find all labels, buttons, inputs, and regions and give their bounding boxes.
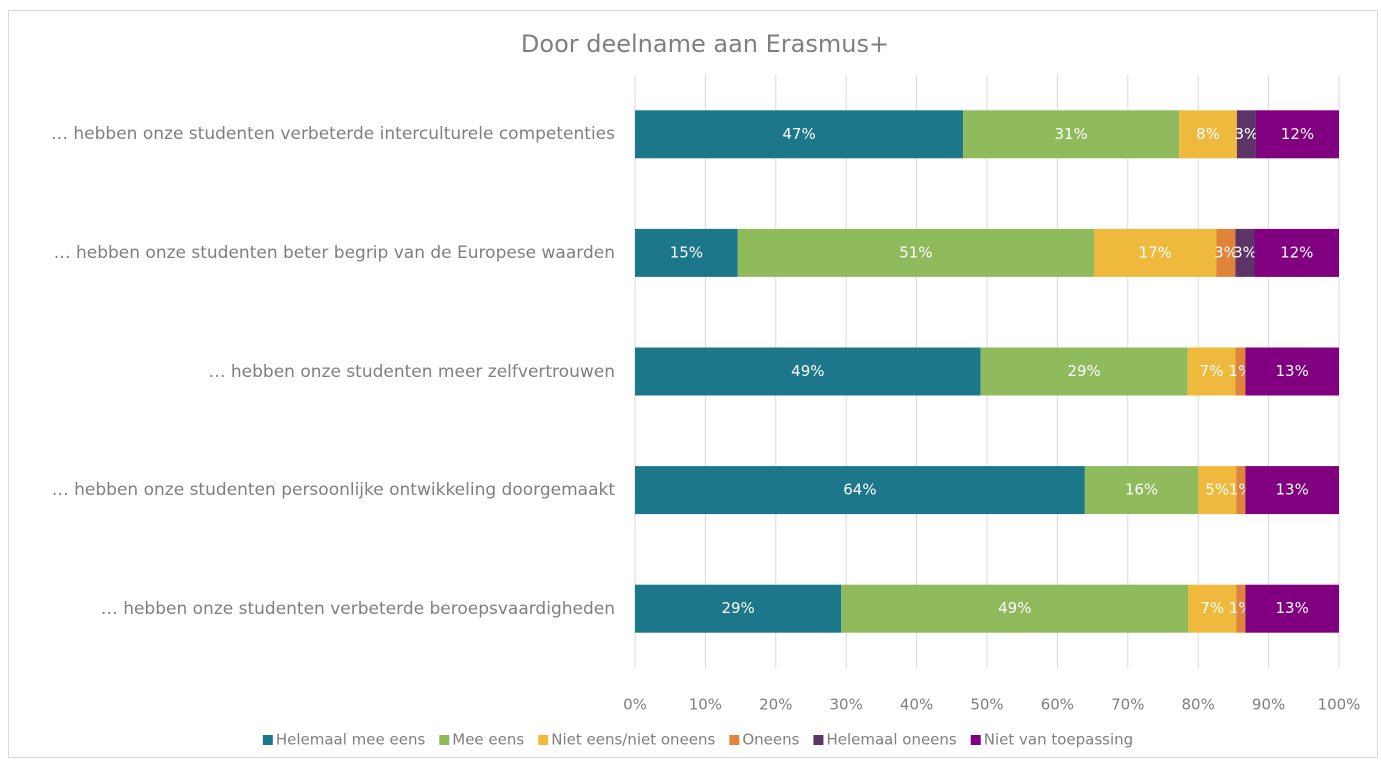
legend-item: Mee eens [439,731,524,749]
x-tick-label: 50% [970,696,1003,714]
x-tick-label: 0% [623,696,647,714]
data-label: 13% [1276,362,1309,380]
data-label: 29% [721,599,754,617]
legend-swatch [262,735,273,745]
bar-segment [1245,466,1339,515]
bar-segment [1179,110,1237,159]
data-label: 3% [1233,243,1257,261]
bar-segment [737,228,1095,277]
data-label: 5% [1205,481,1229,499]
x-tick-label: 90% [1252,696,1285,714]
data-label: 51% [899,243,932,261]
legend-item: Helemaal oneens [813,731,957,749]
data-label: 12% [1280,243,1313,261]
y-tick-label: … hebben onze studenten meer zelfvertrou… [208,361,615,382]
legend-label: Niet van toepassing [984,731,1133,749]
bar-segment [635,347,981,396]
legend-label: Helemaal mee eens [276,731,426,749]
bar-segment [1094,228,1217,277]
legend-item: Niet van toepassing [970,731,1133,749]
bar-segment [1245,584,1339,633]
x-tick-label: 10% [689,696,722,714]
legend-swatch [970,735,981,745]
data-label: 15% [670,243,703,261]
legend-swatch [729,735,740,745]
category-label-box: … hebben onze studenten beter begrip van… [53,242,615,263]
category-label-box: … hebben onze studenten verbeterde inter… [50,124,615,145]
legend-item: Oneens [729,731,800,749]
bar-segment [1235,228,1255,277]
legend-label: Niet eens/niet oneens [551,731,715,749]
data-label: 29% [1067,362,1100,380]
bar-segment [635,466,1085,515]
data-label: 31% [1054,125,1087,143]
x-tick-label: 60% [1041,696,1074,714]
bar-segment [1188,584,1237,633]
data-label: 7% [1200,362,1224,380]
legend-item: Helemaal mee eens [262,731,426,749]
data-label: 17% [1139,243,1172,261]
data-label: 64% [843,481,876,499]
bar-segment [1084,466,1199,515]
legend-swatch [439,735,450,745]
bar-segment [1236,110,1256,159]
data-label: 49% [998,599,1031,617]
y-tick-label: … hebben onze studenten persoonlijke ont… [51,480,615,501]
chart-title: Door deelname aan Erasmus+ [521,30,889,58]
x-tick-label: 70% [1111,696,1144,714]
bar-segment [635,110,964,159]
bar-segment [1255,110,1339,159]
data-label: 12% [1281,125,1314,143]
y-tick-label: … hebben onze studenten verbeterde beroe… [100,598,615,619]
y-tick-label: … hebben onze studenten verbeterde inter… [50,124,615,145]
category-label-box: … hebben onze studenten persoonlijke ont… [51,480,615,501]
bar-segment [635,584,842,633]
data-label: 3% [1235,125,1259,143]
bar-segment [635,228,738,277]
data-label: 16% [1125,481,1158,499]
data-label: 13% [1276,481,1309,499]
data-label: 7% [1200,599,1224,617]
x-tick-label: 100% [1318,696,1361,714]
data-label: 49% [791,362,824,380]
data-label: 13% [1276,599,1309,617]
bar-segment [841,584,1189,633]
bar-segment [980,347,1188,396]
legend-swatch [538,735,549,745]
data-label: 47% [782,125,815,143]
legend-item: Niet eens/niet oneens [538,731,716,749]
bar-segment [963,110,1180,159]
bar-segment [1254,228,1339,277]
bar-segment [1236,584,1246,633]
bar-segment [1216,228,1236,277]
category-label-box: … hebben onze studenten meer zelfvertrou… [208,361,615,382]
bar-segment [1198,466,1237,515]
bar-segment [1235,347,1246,396]
bar-segment [1187,347,1236,396]
legend-label: Oneens [742,731,799,749]
legend-label: Mee eens [452,731,524,749]
x-tick-label: 40% [900,696,933,714]
bar-segment [1236,466,1246,515]
legend-swatch [813,735,824,745]
data-label: 8% [1196,125,1220,143]
bar-segment [1245,347,1339,396]
x-tick-label: 80% [1182,696,1215,714]
x-tick-label: 20% [759,696,792,714]
y-tick-label: … hebben onze studenten beter begrip van… [53,242,615,263]
category-label-box: … hebben onze studenten verbeterde beroe… [100,598,615,619]
x-tick-label: 30% [830,696,863,714]
legend-label: Helemaal oneens [826,731,956,749]
data-label: 3% [1214,243,1238,261]
